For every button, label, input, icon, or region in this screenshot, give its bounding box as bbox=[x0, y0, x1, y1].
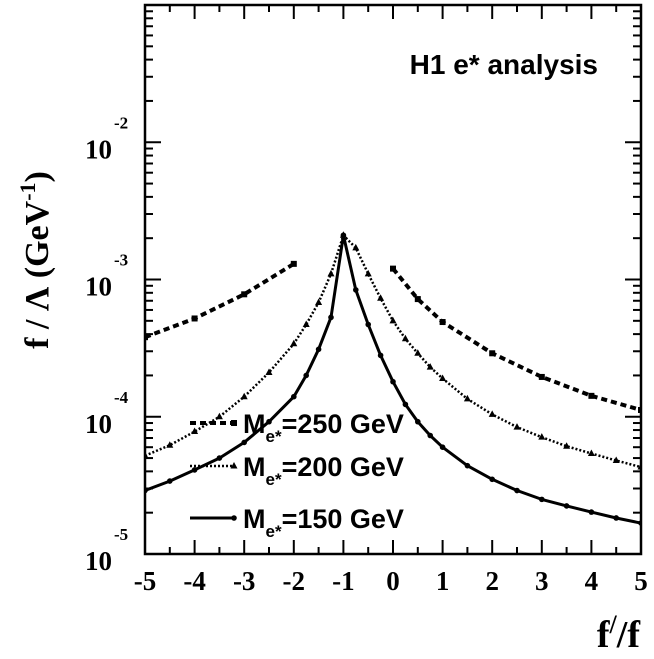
y-tick-label: 10 bbox=[85, 409, 112, 439]
y-axis-label: f / Λ (GeV-1) bbox=[15, 171, 56, 349]
series-2-point bbox=[514, 487, 520, 494]
x-tick-label: -3 bbox=[233, 566, 256, 596]
legend-entry-1: Me*=200 GeV bbox=[190, 452, 404, 489]
series-0-line-0 bbox=[145, 262, 295, 340]
chart-annotation: H1 e* analysis bbox=[410, 49, 598, 80]
legend-label: Me*=150 GeV bbox=[243, 504, 404, 541]
x-tick-label: 5 bbox=[634, 566, 648, 596]
legend: Me*=250 GeV Me*=200 GeV Me*=150 GeV bbox=[190, 409, 404, 541]
series-0-point bbox=[191, 315, 198, 322]
x-axis-label: f//f bbox=[597, 610, 641, 656]
axes: -5 -4 -3 -2 -1 0 1 2 3 4 510-210-310-410-5 bbox=[85, 3, 648, 596]
x-tick-label: 3 bbox=[535, 566, 549, 596]
series-2-point bbox=[464, 462, 471, 469]
legend-swatch-marker bbox=[231, 420, 237, 426]
series-2-point bbox=[563, 503, 570, 509]
series-1-point bbox=[290, 339, 298, 347]
series-1-point bbox=[166, 441, 174, 448]
series-0-point bbox=[489, 350, 496, 357]
series-2-point bbox=[241, 439, 247, 446]
series-2-point bbox=[365, 321, 372, 328]
series-2-point bbox=[291, 393, 297, 400]
x-tick-label: -2 bbox=[283, 566, 306, 596]
series-1-point bbox=[302, 320, 310, 328]
series-1-point bbox=[377, 294, 385, 301]
series-2-point bbox=[266, 418, 272, 425]
plot-area bbox=[145, 231, 641, 526]
series-1-point bbox=[315, 298, 323, 305]
series-1-point bbox=[215, 412, 223, 420]
series-1-point bbox=[513, 423, 521, 430]
series-1-point bbox=[587, 449, 595, 456]
x-tick-label: 0 bbox=[386, 566, 400, 596]
series-1-point bbox=[364, 269, 372, 277]
series-2-point bbox=[328, 314, 334, 321]
legend-swatch-marker bbox=[231, 515, 237, 521]
series-2-point bbox=[340, 232, 347, 239]
legend-swatch-marker bbox=[230, 462, 238, 469]
series-1-point bbox=[389, 316, 397, 324]
series-2-point bbox=[315, 346, 322, 353]
series-1-point bbox=[352, 243, 360, 251]
series-2-point bbox=[191, 467, 198, 473]
series-1-point bbox=[463, 394, 471, 402]
series-0-point bbox=[588, 392, 595, 399]
series-1-point bbox=[240, 392, 248, 400]
legend-entry-0: Me*=250 GeV bbox=[190, 409, 404, 446]
series-1-point bbox=[488, 410, 496, 417]
series-1-point bbox=[327, 269, 335, 277]
series-2-point bbox=[588, 509, 595, 515]
x-tick-label: 2 bbox=[485, 566, 499, 596]
legend-entry-2: Me*=150 GeV bbox=[190, 504, 404, 541]
series-1-point bbox=[265, 368, 273, 376]
y-tick-label: 10 bbox=[85, 546, 112, 576]
y-tick-exponent: -3 bbox=[114, 251, 128, 270]
series-2-point bbox=[402, 401, 409, 408]
x-tick-label: -4 bbox=[183, 566, 206, 596]
series-0-line-1 bbox=[391, 267, 641, 412]
series-2-point bbox=[439, 444, 446, 450]
series-1-point bbox=[563, 442, 571, 449]
series-1-point bbox=[191, 427, 199, 435]
series-0-point bbox=[290, 260, 297, 267]
series-2-point bbox=[390, 378, 396, 385]
y-tick-exponent: -4 bbox=[114, 388, 129, 407]
series-2-point bbox=[216, 455, 223, 461]
series-2-point bbox=[353, 287, 359, 293]
legend-label: Me*=200 GeV bbox=[243, 452, 404, 489]
labels: H1 e* analysis f//f f / Λ (GeV-1) bbox=[15, 49, 641, 656]
y-tick-exponent: -2 bbox=[114, 113, 128, 132]
series-0-point bbox=[414, 296, 421, 303]
series-1-point bbox=[426, 363, 434, 370]
series-2-point bbox=[427, 432, 434, 439]
series-0-point bbox=[538, 373, 545, 380]
legend-label: Me*=250 GeV bbox=[243, 409, 404, 446]
series-1-point bbox=[612, 456, 620, 463]
series-0-point bbox=[638, 406, 641, 413]
x-tick-label: 4 bbox=[585, 566, 599, 596]
series-1-point bbox=[439, 374, 447, 381]
series-0-point bbox=[241, 291, 248, 298]
series-2-point bbox=[539, 496, 545, 503]
y-tick-label: 10 bbox=[85, 272, 112, 302]
series-1-point bbox=[401, 334, 409, 342]
y-tick-label: 10 bbox=[85, 134, 112, 164]
x-tick-label: 1 bbox=[436, 566, 450, 596]
y-tick-exponent: -5 bbox=[114, 525, 128, 544]
series-0-point bbox=[390, 265, 396, 272]
series-2-point bbox=[167, 478, 173, 484]
series-2-point bbox=[377, 352, 384, 359]
x-tick-label: -5 bbox=[134, 566, 157, 596]
series-2-point bbox=[489, 476, 496, 483]
series-2-point bbox=[613, 515, 619, 521]
x-tick-label: -1 bbox=[332, 566, 355, 596]
series-2-point bbox=[303, 372, 310, 379]
series-1-point bbox=[414, 349, 422, 356]
series-0-point bbox=[439, 319, 446, 326]
series-1-point bbox=[538, 433, 546, 440]
series-0-point bbox=[145, 334, 148, 341]
series-2-point bbox=[415, 418, 421, 425]
